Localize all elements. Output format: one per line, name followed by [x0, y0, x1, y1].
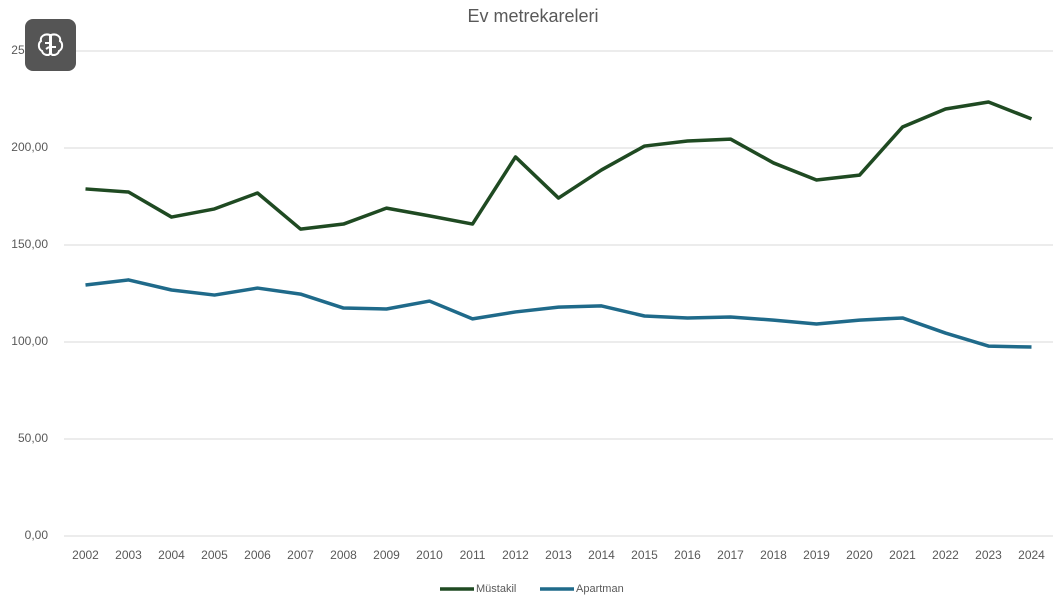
- y-tick-label: 50,00: [18, 431, 48, 445]
- x-tick-label: 2021: [889, 548, 916, 562]
- y-tick-label: 0,00: [25, 528, 49, 542]
- y-tick-label: 200,00: [11, 140, 48, 154]
- chart-title: Ev metrekareleri: [467, 6, 598, 26]
- x-tick-label: 2014: [588, 548, 615, 562]
- legend-label: Müstakil: [476, 583, 516, 595]
- x-tick-label: 2023: [975, 548, 1002, 562]
- x-tick-label: 2003: [115, 548, 142, 562]
- x-tick-label: 2004: [158, 548, 185, 562]
- x-tick-label: 2012: [502, 548, 529, 562]
- y-tick-label: 150,00: [11, 237, 48, 251]
- app-icon[interactable]: [25, 19, 76, 71]
- x-tick-label: 2019: [803, 548, 830, 562]
- x-tick-label: 2016: [674, 548, 701, 562]
- x-tick-label: 2017: [717, 548, 744, 562]
- x-tick-label: 2008: [330, 548, 357, 562]
- x-tick-label: 2009: [373, 548, 400, 562]
- x-tick-label: 2005: [201, 548, 228, 562]
- x-tick-label: 2013: [545, 548, 572, 562]
- x-tick-label: 2020: [846, 548, 873, 562]
- x-tick-label: 2022: [932, 548, 959, 562]
- x-tick-label: 2002: [72, 548, 99, 562]
- x-tick-label: 2011: [460, 548, 486, 562]
- x-tick-label: 2018: [760, 548, 787, 562]
- legend-label: Apartman: [576, 583, 624, 595]
- x-tick-label: 2015: [631, 548, 658, 562]
- x-tick-label: 2024: [1018, 548, 1045, 562]
- x-tick-label: 2010: [416, 548, 443, 562]
- x-tick-label: 2007: [287, 548, 314, 562]
- y-tick-label: 100,00: [11, 334, 48, 348]
- plot-area: 0,0050,00100,00150,00200,00250,002002200…: [11, 43, 1053, 595]
- series-line: [85, 278, 1032, 349]
- series-line: [85, 100, 1033, 231]
- x-tick-label: 2006: [244, 548, 271, 562]
